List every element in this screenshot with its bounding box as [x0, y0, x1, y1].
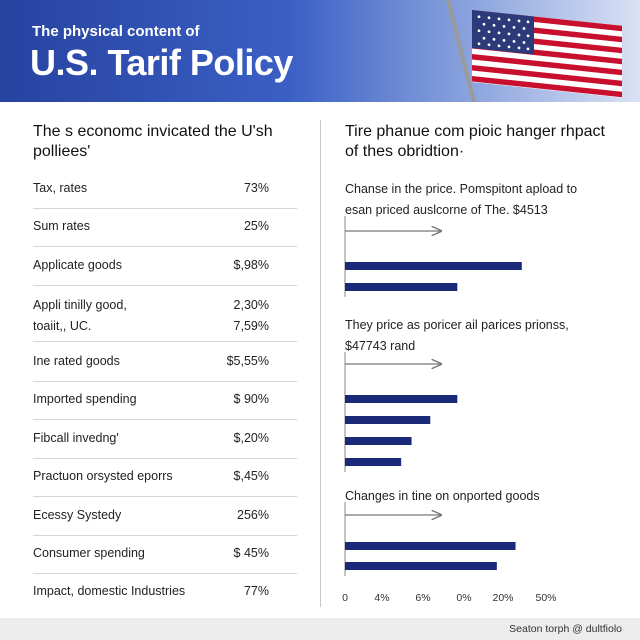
section-1-text: Chanse in the price. Pomspitont apload t… [345, 182, 578, 217]
row-label: Consumer spending [33, 546, 145, 560]
table-row: Ecessy Systedy 256% [33, 497, 297, 536]
row-label: Fibcall invedng' [33, 431, 119, 445]
bar [345, 262, 522, 270]
table-row: Impact, domestic Industries 77% [33, 573, 297, 611]
row-value: $5,55% [226, 354, 269, 368]
table-row: Applicate goods $,98% [33, 247, 297, 286]
bar [345, 437, 412, 445]
section-2-text: They price as poricer ail parices prions… [345, 318, 569, 353]
table-row: Sum rates 25% [33, 208, 297, 247]
right-panel-heading: Tire phanue com pioic hanger rhpact of t… [345, 123, 605, 160]
row-label-line2: toaiit,, UC. [33, 319, 92, 333]
row-label: Appli tinilly good, toaiit,, UC. [33, 295, 223, 337]
row-label: Practuon orsysted eporrs [33, 469, 173, 483]
left-panel-heading: The s economc invicated the U'sh polliee… [33, 123, 273, 160]
bar [345, 395, 458, 403]
row-value: 256% [237, 508, 269, 522]
x-tick-label: 20% [492, 592, 513, 604]
table-row: Tax, rates 73% [33, 170, 297, 209]
x-tick-label: 6% [415, 592, 430, 604]
page-title: U.S. Tarif Policy [30, 42, 293, 83]
x-tick-label: 4% [374, 592, 389, 604]
footer-credit: Seaton torph @ dultfiolo [509, 623, 622, 635]
row-label: Tax, rates [33, 181, 88, 195]
header-subtitle: The physical content of [32, 23, 200, 40]
row-value: 2,30% 7,59% [234, 295, 269, 337]
row-value: $,45% [233, 469, 269, 483]
row-label: Sum rates [33, 219, 90, 233]
row-label: Imported spending [33, 392, 137, 406]
row-label: Ecessy Systedy [33, 508, 122, 522]
row-value-line2: 7,59% [233, 319, 269, 333]
row-value: 77% [243, 584, 269, 598]
x-tick-label: 0% [456, 592, 471, 604]
bar [345, 542, 516, 550]
row-value: 73% [243, 181, 269, 195]
row-value: $ 90% [233, 392, 269, 406]
row-value-line1: 2,30% [233, 298, 269, 312]
table-row: Practuon orsysted eporrs $,45% [33, 458, 297, 497]
panel-divider [320, 120, 321, 607]
table-row: Imported spending $ 90% [33, 381, 297, 420]
row-label: Applicate goods [33, 258, 122, 272]
bar [345, 458, 402, 466]
row-value: $,20% [233, 431, 269, 445]
bar [345, 283, 458, 291]
table-row: Ine rated goods $5,55% [33, 343, 297, 382]
row-value: $ 45% [233, 546, 269, 560]
table-row: Consumer spending $ 45% [33, 535, 297, 574]
header-banner: The physical content of U.S. Tarif Polic… [0, 0, 640, 102]
row-value: 25% [243, 219, 269, 233]
row-label: Impact, domestic Industries [33, 584, 186, 598]
row-label-line1: Appli tinilly good, [33, 298, 127, 312]
row-label: Ine rated goods [33, 354, 120, 368]
bar [345, 416, 431, 424]
table-row: Fibcall invedng' $,20% [33, 420, 297, 459]
section-3-text: Changes in tine on onported goods [345, 489, 540, 503]
row-value: $,98% [233, 258, 269, 272]
x-tick-label: 0 [342, 592, 348, 604]
us-flag-icon [436, 0, 640, 102]
bar [345, 562, 497, 570]
table-row: Appli tinilly good, toaiit,, UC. 2,30% 7… [33, 293, 297, 342]
footer-bar: Seaton torph @ dultfiolo [0, 618, 640, 640]
x-tick-label: 50% [535, 592, 556, 604]
